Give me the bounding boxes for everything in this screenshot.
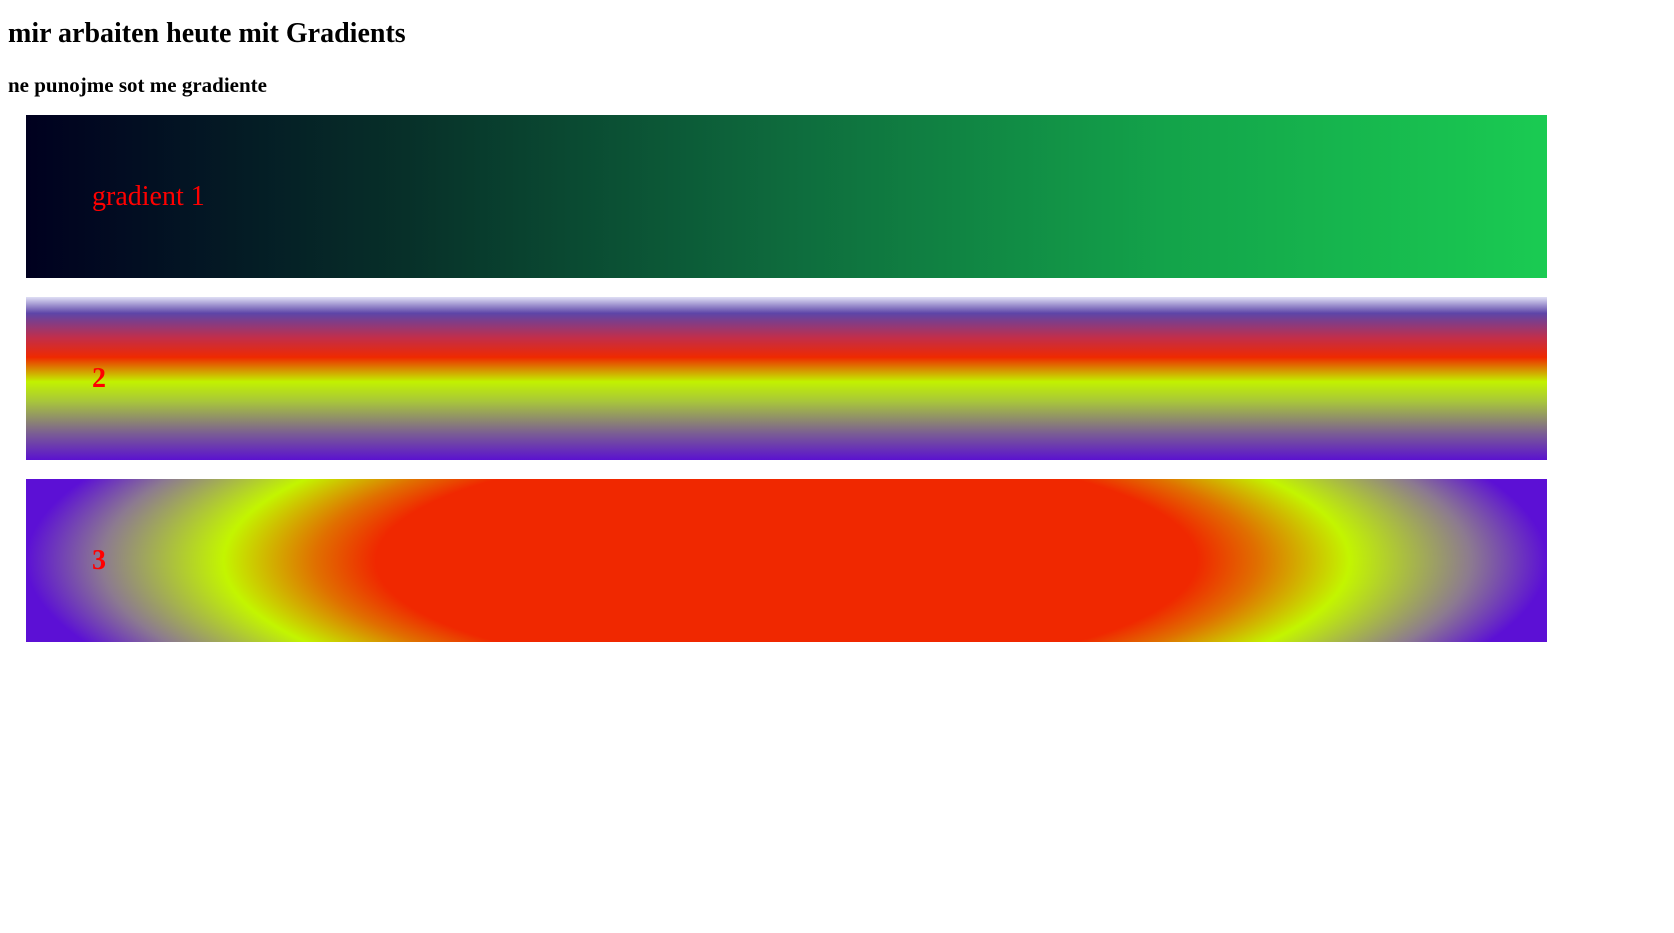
page-subtitle: ne punojme sot me gradiente bbox=[8, 73, 267, 97]
gradient-box-3: 3 bbox=[26, 479, 1547, 642]
gradient-label-3: 3 bbox=[92, 545, 106, 576]
gradient-box-2: 2 bbox=[26, 297, 1547, 460]
page-title: mir arbaiten heute mit Gradients bbox=[8, 18, 406, 49]
gradient-box-1: gradient 1 bbox=[26, 115, 1547, 278]
gradient-label-1: gradient 1 bbox=[92, 181, 205, 212]
gradient-label-2: 2 bbox=[92, 363, 106, 394]
